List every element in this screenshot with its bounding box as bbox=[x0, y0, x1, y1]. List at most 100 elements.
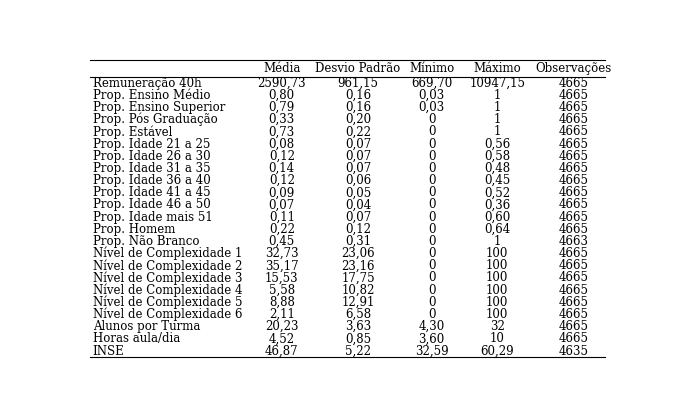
Text: Nível de Complexidade 1: Nível de Complexidade 1 bbox=[93, 247, 242, 260]
Text: 4665: 4665 bbox=[559, 150, 589, 163]
Text: 669,70: 669,70 bbox=[411, 77, 452, 90]
Text: 0,73: 0,73 bbox=[268, 125, 295, 139]
Text: 4665: 4665 bbox=[559, 77, 589, 90]
Text: 0,52: 0,52 bbox=[484, 186, 511, 199]
Text: Prop. Homem: Prop. Homem bbox=[93, 223, 175, 236]
Text: 0,07: 0,07 bbox=[345, 150, 371, 163]
Text: 0,07: 0,07 bbox=[268, 198, 295, 211]
Text: 4665: 4665 bbox=[559, 113, 589, 126]
Text: 4665: 4665 bbox=[559, 247, 589, 260]
Text: 0,31: 0,31 bbox=[345, 235, 371, 248]
Text: 1: 1 bbox=[494, 101, 501, 114]
Text: 0: 0 bbox=[428, 235, 435, 248]
Text: 4665: 4665 bbox=[559, 284, 589, 297]
Text: Prop. Idade mais 51: Prop. Idade mais 51 bbox=[93, 210, 212, 224]
Text: 0: 0 bbox=[428, 113, 435, 126]
Text: Nível de Complexidade 5: Nível de Complexidade 5 bbox=[93, 296, 242, 309]
Text: 0,12: 0,12 bbox=[268, 174, 295, 187]
Text: 17,75: 17,75 bbox=[341, 272, 375, 285]
Text: 1: 1 bbox=[494, 125, 501, 139]
Text: Nível de Complexidade 6: Nível de Complexidade 6 bbox=[93, 308, 242, 321]
Text: 15,53: 15,53 bbox=[265, 272, 298, 285]
Text: 0: 0 bbox=[428, 125, 435, 139]
Text: 0,07: 0,07 bbox=[345, 210, 371, 224]
Text: Prop. Idade 46 a 50: Prop. Idade 46 a 50 bbox=[93, 198, 210, 211]
Text: 0,36: 0,36 bbox=[484, 198, 511, 211]
Text: 4665: 4665 bbox=[559, 320, 589, 333]
Text: Prop. Idade 36 a 40: Prop. Idade 36 a 40 bbox=[93, 174, 210, 187]
Text: 0: 0 bbox=[428, 138, 435, 151]
Text: 1: 1 bbox=[494, 235, 501, 248]
Text: 0,12: 0,12 bbox=[345, 223, 371, 236]
Text: 0,06: 0,06 bbox=[345, 174, 371, 187]
Text: 100: 100 bbox=[486, 284, 508, 297]
Text: 100: 100 bbox=[486, 296, 508, 309]
Text: 0: 0 bbox=[428, 210, 435, 224]
Text: 4665: 4665 bbox=[559, 174, 589, 187]
Text: 0,16: 0,16 bbox=[345, 89, 371, 102]
Text: 0,79: 0,79 bbox=[268, 101, 295, 114]
Text: 4,52: 4,52 bbox=[268, 332, 295, 345]
Text: 0,08: 0,08 bbox=[268, 138, 295, 151]
Text: 100: 100 bbox=[486, 272, 508, 285]
Text: Prop. Pós Graduação: Prop. Pós Graduação bbox=[93, 113, 218, 126]
Text: 0: 0 bbox=[428, 186, 435, 199]
Text: Média: Média bbox=[263, 62, 300, 75]
Text: Mínimo: Mínimo bbox=[409, 62, 454, 75]
Text: 0,03: 0,03 bbox=[418, 101, 445, 114]
Text: 0,20: 0,20 bbox=[345, 113, 371, 126]
Text: 4,30: 4,30 bbox=[418, 320, 445, 333]
Text: 0,45: 0,45 bbox=[268, 235, 295, 248]
Text: 8,88: 8,88 bbox=[269, 296, 295, 309]
Text: 12,91: 12,91 bbox=[341, 296, 375, 309]
Text: 0: 0 bbox=[428, 296, 435, 309]
Text: 3,60: 3,60 bbox=[418, 332, 445, 345]
Text: 6,58: 6,58 bbox=[345, 308, 371, 321]
Text: 0,60: 0,60 bbox=[484, 210, 511, 224]
Text: Observações: Observações bbox=[536, 62, 612, 75]
Text: 4665: 4665 bbox=[559, 223, 589, 236]
Text: 0: 0 bbox=[428, 174, 435, 187]
Text: 0,22: 0,22 bbox=[268, 223, 295, 236]
Text: 5,22: 5,22 bbox=[345, 344, 371, 357]
Text: 4665: 4665 bbox=[559, 308, 589, 321]
Text: 0: 0 bbox=[428, 198, 435, 211]
Text: Nível de Complexidade 3: Nível de Complexidade 3 bbox=[93, 271, 242, 285]
Text: 0,07: 0,07 bbox=[345, 138, 371, 151]
Text: 0: 0 bbox=[428, 150, 435, 163]
Text: Prop. Não Branco: Prop. Não Branco bbox=[93, 235, 199, 248]
Text: 32,59: 32,59 bbox=[415, 344, 448, 357]
Text: 10,82: 10,82 bbox=[341, 284, 375, 297]
Text: 4665: 4665 bbox=[559, 162, 589, 175]
Text: 35,17: 35,17 bbox=[265, 259, 298, 272]
Text: 2,11: 2,11 bbox=[269, 308, 295, 321]
Text: Horas aula/dia: Horas aula/dia bbox=[93, 332, 180, 345]
Text: 1: 1 bbox=[494, 89, 501, 102]
Text: 0: 0 bbox=[428, 223, 435, 236]
Text: 0,80: 0,80 bbox=[268, 89, 295, 102]
Text: 4665: 4665 bbox=[559, 186, 589, 199]
Text: 4665: 4665 bbox=[559, 101, 589, 114]
Text: 100: 100 bbox=[486, 308, 508, 321]
Text: 0,11: 0,11 bbox=[268, 210, 295, 224]
Text: 0: 0 bbox=[428, 284, 435, 297]
Text: 23,06: 23,06 bbox=[341, 247, 375, 260]
Text: 32: 32 bbox=[490, 320, 504, 333]
Text: 10: 10 bbox=[490, 332, 504, 345]
Text: 100: 100 bbox=[486, 259, 508, 272]
Text: 0: 0 bbox=[428, 162, 435, 175]
Text: 10947,15: 10947,15 bbox=[469, 77, 525, 90]
Text: 0,22: 0,22 bbox=[345, 125, 371, 139]
Text: 60,29: 60,29 bbox=[481, 344, 514, 357]
Text: 4665: 4665 bbox=[559, 259, 589, 272]
Text: 0,58: 0,58 bbox=[484, 150, 511, 163]
Text: 4665: 4665 bbox=[559, 272, 589, 285]
Text: Prop. Idade 21 a 25: Prop. Idade 21 a 25 bbox=[93, 138, 210, 151]
Text: 0,14: 0,14 bbox=[268, 162, 295, 175]
Text: 0: 0 bbox=[428, 247, 435, 260]
Text: Desvio Padrão: Desvio Padrão bbox=[315, 62, 401, 75]
Text: Máximo: Máximo bbox=[473, 62, 521, 75]
Text: 0,04: 0,04 bbox=[345, 198, 371, 211]
Text: 2590,73: 2590,73 bbox=[258, 77, 306, 90]
Text: 23,16: 23,16 bbox=[341, 259, 375, 272]
